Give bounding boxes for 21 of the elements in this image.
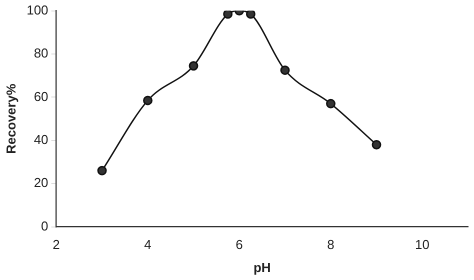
- x-tick-label: 2: [52, 237, 60, 252]
- y-tick-label: 100: [26, 2, 48, 18]
- x-tick-label: 6: [236, 237, 243, 252]
- x-tick-label: 10: [415, 237, 430, 252]
- point: [246, 10, 256, 19]
- point: [188, 61, 198, 71]
- y-tick-label: 80: [34, 46, 48, 61]
- point: [372, 140, 382, 150]
- x-tick-label: 8: [327, 237, 334, 252]
- point: [143, 96, 153, 106]
- y-axis-title: Recovery%: [3, 83, 18, 154]
- point: [280, 65, 290, 75]
- x-axis-title: pH: [253, 260, 271, 275]
- point: [223, 10, 233, 19]
- y-tick-label: 0: [41, 218, 48, 234]
- y-tick-label: 40: [34, 132, 48, 147]
- point: [97, 166, 107, 176]
- point: [326, 98, 336, 108]
- y-tick-label: 60: [34, 88, 48, 104]
- y-tick-label: 20: [34, 175, 48, 190]
- x-tick-label: 4: [144, 237, 152, 252]
